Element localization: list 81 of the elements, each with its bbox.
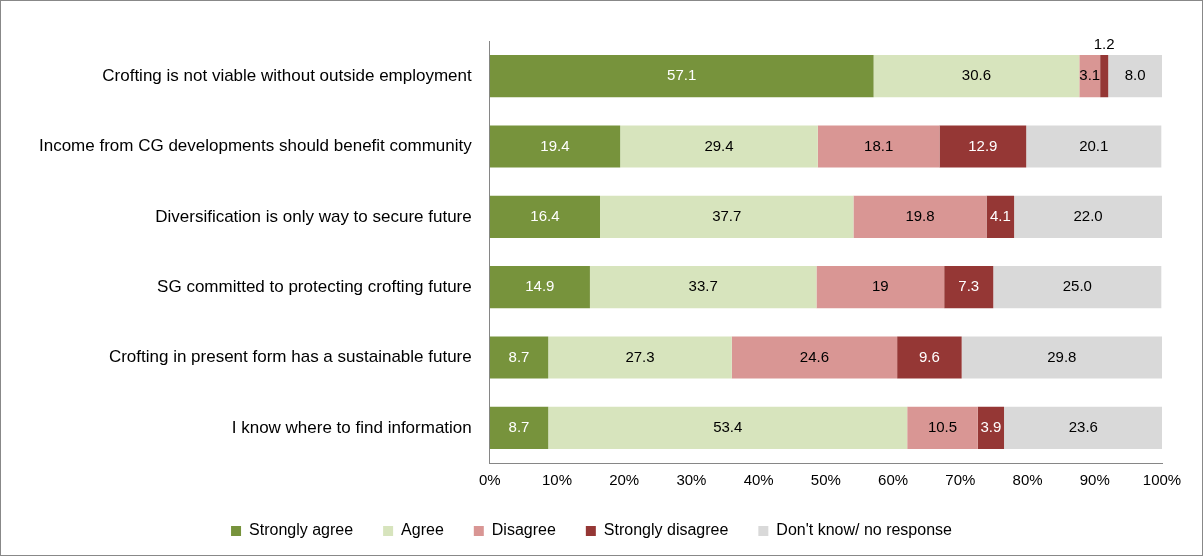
- x-tick-label: 100%: [1142, 471, 1182, 489]
- data-label: 18.1: [864, 136, 894, 154]
- data-label: 22.0: [1073, 206, 1103, 224]
- data-label: 1.2: [1093, 35, 1115, 53]
- bar: [907, 406, 978, 449]
- bar: [817, 125, 940, 168]
- data-label: 23.6: [1068, 417, 1098, 435]
- legend-label: Agree: [401, 521, 444, 539]
- bar: [731, 336, 898, 379]
- x-tick-label: 70%: [945, 471, 976, 489]
- bar: [1014, 195, 1162, 238]
- data-label: 9.6: [918, 347, 940, 365]
- data-label: 30.6: [961, 66, 992, 84]
- bar: [489, 336, 549, 379]
- bar: [489, 406, 549, 449]
- bar: [853, 195, 987, 238]
- data-label: 8.7: [508, 417, 530, 435]
- bar: [873, 55, 1080, 98]
- data-label: 4.1: [989, 206, 1011, 224]
- bar: [589, 266, 817, 309]
- data-label: 19.4: [540, 136, 570, 154]
- data-label: 57.1: [667, 66, 697, 84]
- data-label: 14.9: [525, 277, 555, 295]
- bar: [489, 266, 590, 309]
- x-tick-label: 40%: [743, 471, 774, 489]
- legend-label: Strongly disagree: [603, 521, 729, 539]
- x-tick-label: 80%: [1012, 471, 1043, 489]
- legend-label: Don't know/ no response: [776, 521, 953, 539]
- x-tick-label: 50%: [810, 471, 841, 489]
- x-tick-label: 0%: [478, 471, 501, 489]
- bar: [1108, 55, 1162, 98]
- data-label: 20.1: [1079, 136, 1109, 154]
- x-tick-label: 10%: [541, 471, 572, 489]
- x-tick-label: 90%: [1079, 471, 1110, 489]
- bar: [1100, 55, 1109, 98]
- y-tick-label: SG committed to protecting crofting future: [157, 276, 472, 296]
- data-label: 33.7: [688, 277, 718, 295]
- data-label: 19.8: [905, 206, 935, 224]
- data-label: 37.7: [712, 206, 742, 224]
- legend-label: Strongly agree: [249, 521, 354, 539]
- data-label: 53.4: [713, 417, 743, 435]
- bar: [897, 336, 962, 379]
- data-label: 16.4: [530, 206, 560, 224]
- data-label: 8.0: [1124, 66, 1146, 84]
- data-label: 8.7: [508, 347, 530, 365]
- bar: [548, 336, 732, 379]
- data-label: 3.1: [1079, 66, 1101, 84]
- bar: [986, 195, 1015, 238]
- data-label: 12.9: [968, 136, 998, 154]
- x-tick-label: 30%: [676, 471, 707, 489]
- bar: [993, 266, 1162, 309]
- data-label: 27.3: [625, 347, 655, 365]
- bar: [961, 336, 1162, 379]
- y-tick-label: Income from CG developments should benefit community: [38, 136, 473, 156]
- legend-label: Disagree: [491, 521, 556, 539]
- bar: [548, 406, 908, 449]
- y-tick-label: Crofting is not viable without outside employment: [102, 65, 473, 85]
- bar: [620, 125, 818, 168]
- bar: [489, 55, 874, 98]
- y-tick-label: I know where to find information: [231, 417, 472, 437]
- y-tick-label: Diversification is only way to secure future: [155, 206, 472, 226]
- data-label: 24.6: [799, 347, 830, 365]
- data-label: 19: [871, 277, 889, 295]
- x-tick-label: 20%: [609, 471, 640, 489]
- bar: [1004, 406, 1162, 449]
- bar: [939, 125, 1027, 168]
- data-label: 29.4: [704, 136, 734, 154]
- data-label: 10.5: [927, 417, 958, 435]
- bar: [600, 195, 854, 238]
- bar: [816, 266, 945, 309]
- data-label: 7.3: [958, 277, 980, 295]
- y-tick-label: Crofting in present form has a sustainable future: [108, 347, 472, 367]
- data-label: 25.0: [1062, 277, 1092, 295]
- x-tick-label: 60%: [878, 471, 909, 489]
- bar: [489, 125, 621, 168]
- bar: [489, 195, 600, 238]
- data-label: 3.9: [980, 417, 1002, 435]
- bar: [1026, 125, 1162, 168]
- data-label: 29.8: [1047, 347, 1077, 365]
- bar: [944, 266, 994, 309]
- bar: [1079, 55, 1101, 98]
